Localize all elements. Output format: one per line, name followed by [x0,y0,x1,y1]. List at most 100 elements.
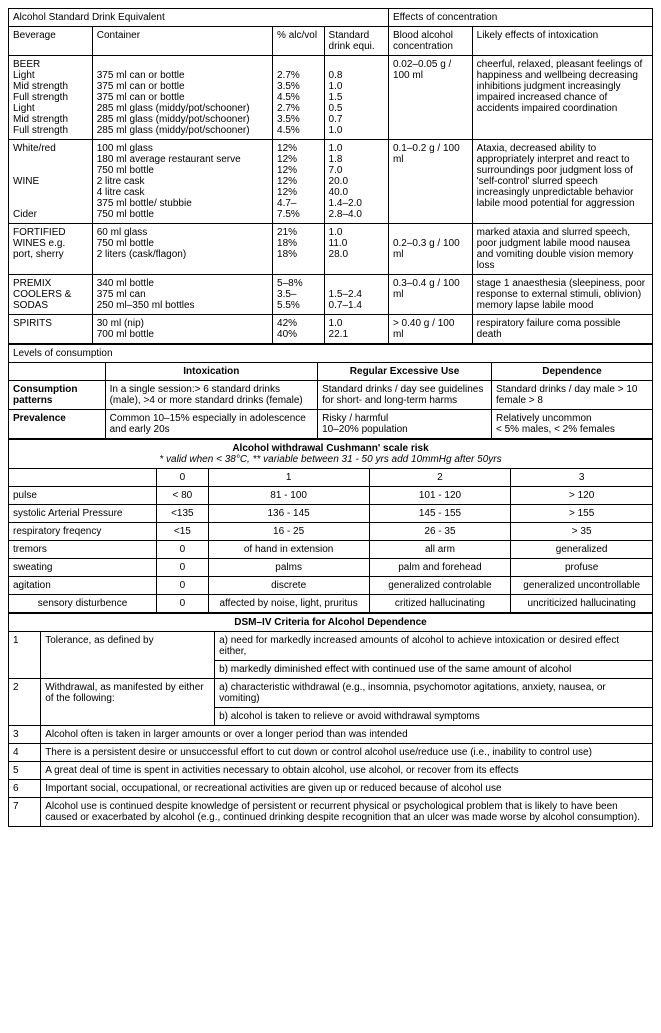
cushmann-label: sensory disturbence [9,595,157,613]
cushmann-col-row: 0 1 2 3 [9,469,653,487]
wine-effects: Ataxia, decreased ability to appropriate… [472,140,652,224]
dsm-text: Alcohol often is taken in larger amounts… [41,726,653,744]
col-effects: Likely effects of intoxication [472,27,652,56]
row-wine: White/red WINE Cider 100 ml glass 180 ml… [9,140,653,224]
patterns-intox: In a single session:> 6 standard drinks … [105,381,318,410]
cushmann-cell: > 155 [511,505,653,523]
levels-header: Levels of consumption [9,345,653,363]
dsm-label: Tolerance, as defined by [41,632,215,679]
cush-c3: 2 [369,469,511,487]
beer-containers: 375 ml can or bottle 375 ml can or bottl… [92,56,272,140]
cushmann-cell: < 80 [157,487,209,505]
fortified-containers: 60 ml glass 750 ml bottle 2 liters (cask… [92,224,272,275]
row-beer: BEER Light Mid strength Full strength Li… [9,56,653,140]
fortified-alc: 21% 18% 18% [273,224,325,275]
cushmann-row: tremors0of hand in extensionall armgener… [9,541,653,559]
col-container: Container [92,27,272,56]
row-spirits: SPIRITS 30 ml (nip) 700 ml bottle 42% 40… [9,315,653,344]
cushmann-cell: 0 [157,595,209,613]
cushmann-cell: 0 [157,559,209,577]
premix-bac: 0.3–0.4 g / 100 ml [388,275,472,315]
beer-effects: cheerful, relaxed, pleasant feelings of … [472,56,652,140]
cushmann-row: agitation0discretegeneralized controlabl… [9,577,653,595]
dsm-label: Withdrawal, as manifested by either of t… [41,679,215,726]
wine-bac: 0.1–0.2 g / 100 ml [388,140,472,224]
spirits-names: SPIRITS [9,315,93,344]
prev-label: Prevalence [9,410,106,439]
cushmann-cell: generalized [511,541,653,559]
prev-intox: Common 10–15% especially in adolescence … [105,410,318,439]
row-premix: PREMIX COOLERS & SODAS 340 ml bottle 375… [9,275,653,315]
cushmann-cell: generalized controlable [369,577,511,595]
dsm-text: Alcohol use is continued despite knowled… [41,798,653,827]
cushmann-cell: 0 [157,541,209,559]
wine-names: White/red WINE Cider [9,140,93,224]
cushmann-cell: 0 [157,577,209,595]
cushmann-label: agitation [9,577,157,595]
cushmann-note: * valid when < 38°C, ** variable between… [159,454,501,465]
fortified-names: FORTIFIED WINES e.g. port, sherry [9,224,93,275]
dsm-num: 5 [9,762,41,780]
dsm-row: 3Alcohol often is taken in larger amount… [9,726,653,744]
cushmann-label: systolic Arterial Pressure [9,505,157,523]
cushmann-cell: of hand in extension [208,541,369,559]
prev-dep: Relatively uncommon < 5% males, < 2% fem… [491,410,652,439]
cushmann-cell: 81 - 100 [208,487,369,505]
patterns-reg: Standard drinks / day see guidelines for… [318,381,492,410]
dsm-text: Important social, occupational, or recre… [41,780,653,798]
spirits-sde: 1.0 22.1 [324,315,388,344]
spirits-alc: 42% 40% [273,315,325,344]
cushmann-cell: <15 [157,523,209,541]
header-right: Effects of concentration [388,9,652,27]
wine-containers: 100 ml glass 180 ml average restaurant s… [92,140,272,224]
cushmann-label: sweating [9,559,157,577]
col-bac: Blood alcohol concentration [388,27,472,56]
cushmann-cell: generalized uncontrollable [511,577,653,595]
cushmann-cell: all arm [369,541,511,559]
cushmann-cell: critized hallucinating [369,595,511,613]
dsm-num: 6 [9,780,41,798]
header-left: Alcohol Standard Drink Equivalent [9,9,389,27]
levels-table: Levels of consumption Intoxication Regul… [8,344,653,439]
premix-alc: 5–8% 3.5– 5.5% [273,275,325,315]
dsm-title: DSM–IV Criteria for Alcohol Dependence [9,614,653,632]
cushmann-row: sweating0palmspalm and foreheadprofuse [9,559,653,577]
cushmann-cell: 101 - 120 [369,487,511,505]
premix-containers: 340 ml bottle 375 ml can 250 ml–350 ml b… [92,275,272,315]
cushmann-label: tremors [9,541,157,559]
cushmann-cell: 26 - 35 [369,523,511,541]
dsm-text: A great deal of time is spent in activit… [41,762,653,780]
beer-bac: 0.02–0.05 g / 100 ml [388,56,472,140]
beer-sde: 0.8 1.0 1.5 0.5 0.7 1.0 [324,56,388,140]
cush-c0 [9,469,157,487]
patterns-dep: Standard drinks / day male > 10 female >… [491,381,652,410]
spirits-bac: > 0.40 g / 100 ml [388,315,472,344]
cushmann-title: Alcohol withdrawal Cushmann' scale risk [232,443,428,454]
dsm-row: 7Alcohol use is continued despite knowle… [9,798,653,827]
col-dep: Dependence [491,363,652,381]
dsm-sub: b) alcohol is taken to relieve or avoid … [215,708,653,726]
col-beverage: Beverage [9,27,93,56]
levels-blank [9,363,106,381]
col-sde: Standard drink equi. [324,27,388,56]
dsm-num: 7 [9,798,41,827]
spirits-containers: 30 ml (nip) 700 ml bottle [92,315,272,344]
cushmann-cell: > 35 [511,523,653,541]
cushmann-row: systolic Arterial Pressure<135136 - 1451… [9,505,653,523]
col-reg: Regular Excessive Use [318,363,492,381]
dsm-sub: b) markedly diminished effect with conti… [215,661,653,679]
dsm-sub: a) need for markedly increased amounts o… [215,632,653,661]
wine-alc: 12% 12% 12% 12% 12% 4.7– 7.5% [273,140,325,224]
dsm-num: 3 [9,726,41,744]
cushmann-cell: uncriticized hallucinating [511,595,653,613]
beer-alc: 2.7% 3.5% 4.5% 2.7% 3.5% 4.5% [273,56,325,140]
cushmann-cell: affected by noise, light, pruritus [208,595,369,613]
premix-effects: stage 1 anaesthesia (sleepiness, poor re… [472,275,652,315]
patterns-label: Consumption patterns [9,381,106,410]
cushmann-cell: > 120 [511,487,653,505]
cushmann-cell: <135 [157,505,209,523]
col-intox: Intoxication [105,363,318,381]
cushmann-label: pulse [9,487,157,505]
cushmann-table: Alcohol withdrawal Cushmann' scale risk … [8,439,653,613]
cushmann-row: sensory disturbence0affected by noise, l… [9,595,653,613]
